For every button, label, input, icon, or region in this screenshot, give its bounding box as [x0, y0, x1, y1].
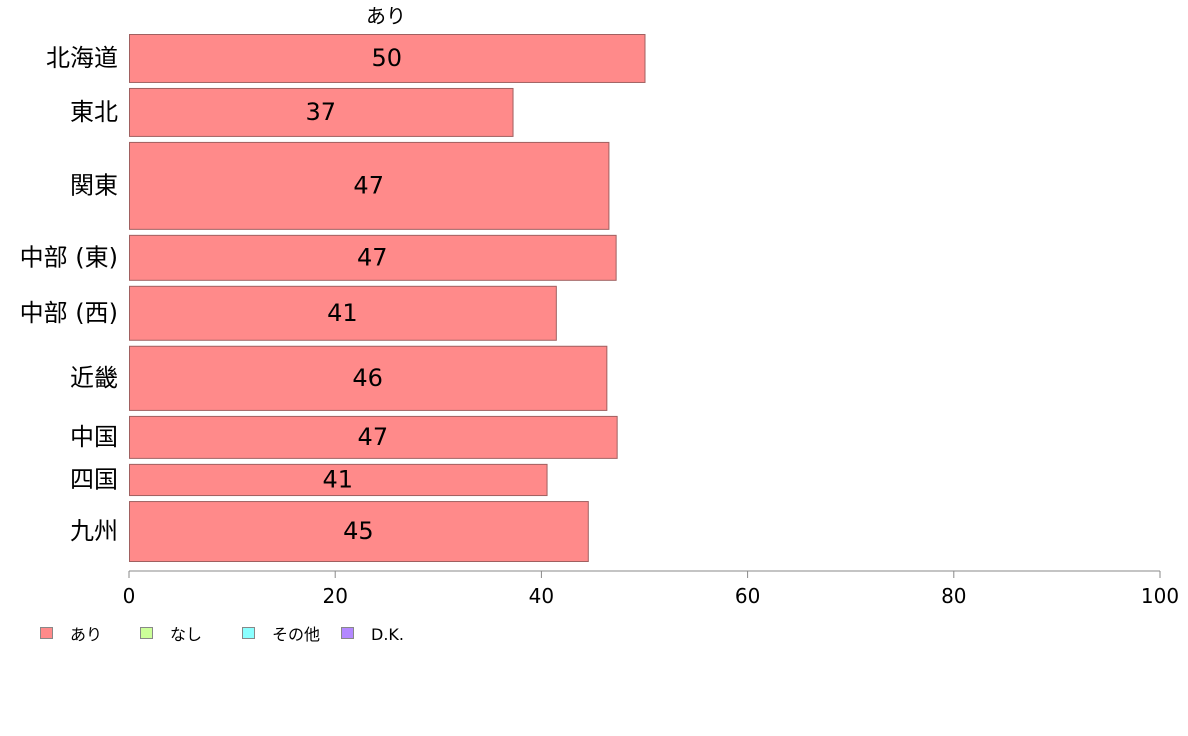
legend-swatch [242, 627, 255, 639]
bar-2 [129, 87, 514, 137]
x-tick-label: 60 [735, 584, 760, 608]
x-tick-label: 40 [529, 584, 554, 608]
legend-swatch [341, 627, 354, 639]
legend-swatch [40, 627, 53, 639]
bar-value-label: 50 [371, 44, 402, 72]
bar-9 [129, 501, 589, 562]
legend-label: その他 [272, 625, 320, 644]
bar-value-label: 47 [353, 171, 384, 199]
x-tick-label: 20 [322, 584, 347, 608]
bar-4 [129, 234, 617, 281]
category-label: 北海道 [46, 44, 118, 72]
category-label: 関東 [70, 171, 118, 199]
bar-value-label: 41 [323, 465, 354, 493]
legend-swatch [140, 627, 153, 639]
bar-5 [129, 285, 557, 341]
bar-7 [129, 415, 618, 459]
category-label: 東北 [70, 98, 118, 126]
bar-3 [129, 141, 610, 230]
series-top-label: あり [366, 4, 406, 28]
bar-6 [129, 345, 608, 411]
category-label: 中部 (西) [20, 299, 118, 327]
category-label: 中部 (東) [20, 243, 118, 271]
legend-label: D.K. [371, 625, 404, 644]
bar-value-label: 37 [305, 98, 336, 126]
bar-value-label: 46 [352, 364, 383, 392]
category-label: 四国 [70, 465, 118, 493]
legend-label: あり [70, 625, 102, 644]
x-tick-label: 80 [941, 584, 966, 608]
x-tick-label: 100 [1141, 584, 1179, 608]
bar-1 [129, 34, 646, 83]
category-label: 九州 [70, 517, 118, 545]
bar-value-label: 45 [343, 517, 374, 545]
legend-label: なし [170, 625, 202, 644]
category-label: 近畿 [70, 364, 118, 392]
bar-value-label: 47 [357, 243, 388, 271]
bar-8 [129, 463, 548, 497]
bar-value-label: 41 [327, 299, 358, 327]
category-label: 中国 [70, 423, 118, 451]
bar-value-label: 47 [358, 423, 389, 451]
x-tick-label: 0 [123, 584, 136, 608]
